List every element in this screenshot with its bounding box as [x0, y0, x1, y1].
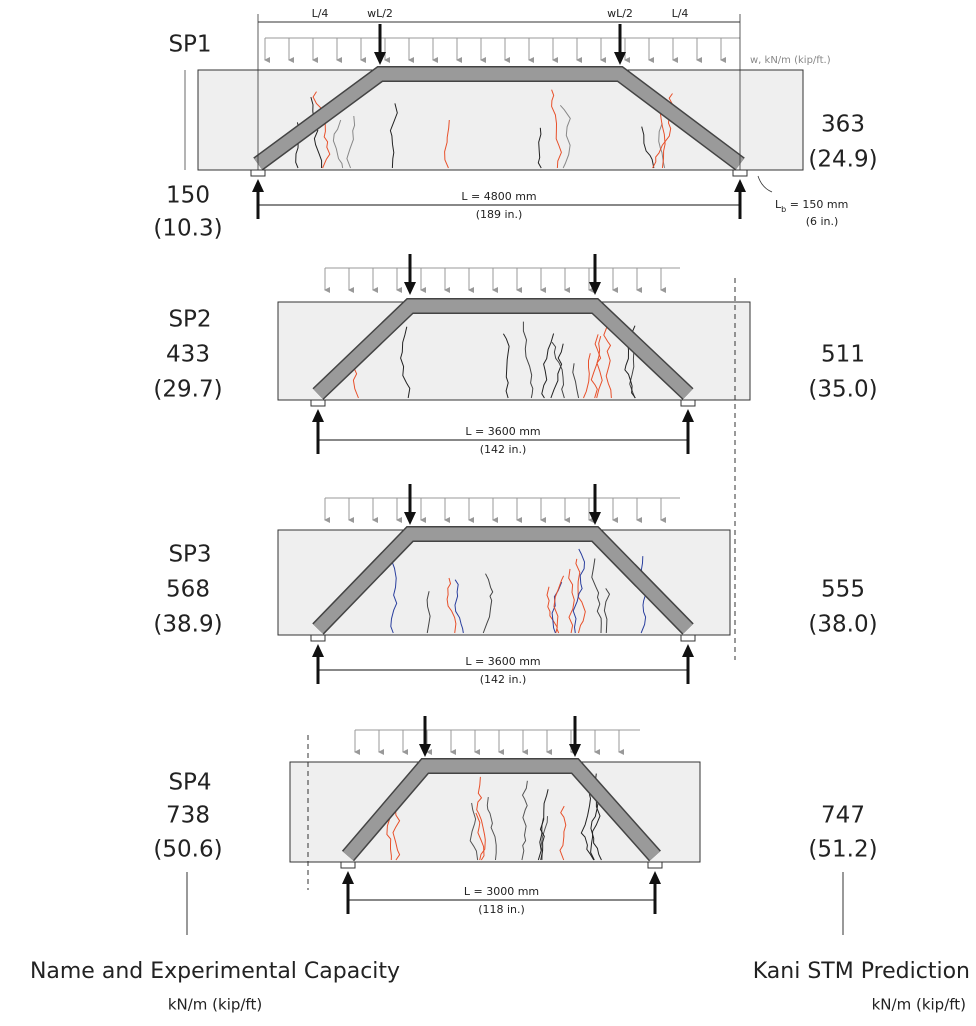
- footer-right-units: kN/m (kip/ft): [872, 996, 966, 1014]
- reaction-head: [649, 871, 661, 884]
- span-label: L = 3600 mm: [465, 655, 540, 668]
- bearing: [733, 170, 747, 176]
- point-load-head: [589, 282, 601, 295]
- beams: L = 4800 mm (189 in.) L = 3600 mm (142 in.)…: [198, 24, 803, 916]
- point-load-label: wL/2: [607, 7, 633, 20]
- specimen-name: SP1: [168, 32, 211, 58]
- span-label: L = 3000 mm: [464, 885, 539, 898]
- prediction-imperial: (24.9): [808, 147, 877, 173]
- bearing: [648, 862, 662, 868]
- point-load-head: [589, 512, 601, 525]
- capacity: 150: [166, 183, 210, 209]
- specimen-name: SP2: [168, 307, 211, 333]
- span-imperial: (142 in.): [480, 443, 527, 456]
- prediction-imperial: (38.0): [808, 612, 877, 638]
- footer-left-units: kN/m (kip/ft): [168, 996, 262, 1014]
- capacity: 568: [166, 577, 210, 603]
- footer-left-title: Name and Experimental Capacity: [30, 959, 400, 984]
- quarter-label: L/4: [672, 7, 689, 20]
- bearing: [341, 862, 355, 868]
- beam-specimen: L = 3600 mm (142 in.): [278, 254, 750, 456]
- prediction: 363: [821, 112, 865, 138]
- leader: [758, 176, 772, 192]
- point-load-head: [404, 282, 416, 295]
- specimen-name: SP4: [168, 770, 211, 796]
- reaction-head: [252, 179, 264, 192]
- reaction-head: [312, 644, 324, 657]
- bearing-imperial: (6 in.): [806, 215, 839, 228]
- point-load-head: [614, 52, 626, 65]
- prediction: 511: [821, 342, 865, 368]
- bearing-label: Lb = 150 mm: [775, 198, 848, 214]
- prediction-imperial: (35.0): [808, 377, 877, 403]
- capacity: 738: [166, 803, 210, 829]
- capacity: 433: [166, 342, 210, 368]
- figure: L = 4800 mm (189 in.) L = 3600 mm (142 in.)…: [0, 0, 976, 1022]
- point-load-head: [374, 52, 386, 65]
- bearing-value: = 150 mm: [786, 198, 848, 211]
- beam-specimen: L = 4800 mm (189 in.): [198, 24, 803, 221]
- quarter-label: L/4: [312, 7, 329, 20]
- reaction-head: [734, 179, 746, 192]
- prediction: 555: [821, 577, 865, 603]
- point-load-label: wL/2: [367, 7, 393, 20]
- point-load-head: [419, 744, 431, 757]
- span-imperial: (118 in.): [478, 903, 525, 916]
- bearing: [681, 635, 695, 641]
- span-imperial: (142 in.): [480, 673, 527, 686]
- beam: [198, 70, 803, 170]
- span-imperial: (189 in.): [476, 208, 523, 221]
- beam: [278, 530, 730, 635]
- bearing: [311, 400, 325, 406]
- reaction-head: [342, 871, 354, 884]
- beam-specimen: L = 3000 mm (118 in.): [290, 716, 700, 916]
- prediction: 747: [821, 803, 865, 829]
- footer-right-title: Kani STM Prediction: [753, 959, 970, 984]
- bearing: [311, 635, 325, 641]
- span-label: L = 3600 mm: [465, 425, 540, 438]
- load-label: w, kN/m (kip/ft.): [750, 55, 831, 66]
- reaction-head: [312, 409, 324, 422]
- capacity-imperial: (29.7): [153, 377, 222, 403]
- capacity-imperial: (38.9): [153, 612, 222, 638]
- bearing: [251, 170, 265, 176]
- span-label: L = 4800 mm: [461, 190, 536, 203]
- specimen-name: SP3: [168, 542, 211, 568]
- beam-specimen: L = 3600 mm (142 in.): [278, 484, 730, 686]
- bearing: [681, 400, 695, 406]
- point-load-head: [404, 512, 416, 525]
- capacity-imperial: (10.3): [153, 216, 222, 242]
- reaction-head: [682, 644, 694, 657]
- reaction-head: [682, 409, 694, 422]
- prediction-imperial: (51.2): [808, 837, 877, 863]
- capacity-imperial: (50.6): [153, 837, 222, 863]
